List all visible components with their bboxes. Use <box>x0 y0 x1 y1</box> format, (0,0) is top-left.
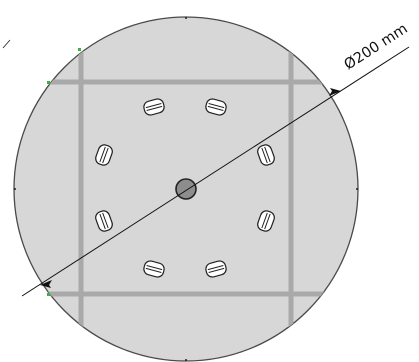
tick-mark <box>47 293 50 296</box>
dimension-arrow-start <box>40 280 52 288</box>
dimension-arrow-end <box>329 88 341 96</box>
tick-mark <box>78 48 81 51</box>
rim-mark <box>185 359 187 361</box>
leader-tick <box>2 39 11 49</box>
diameter-dimension <box>21 46 410 297</box>
rim-mark <box>185 17 187 19</box>
dimension-label: Ø200 mm <box>341 21 410 73</box>
center-hub <box>175 178 197 200</box>
dimension-line <box>21 46 410 297</box>
rim-mark <box>356 188 358 190</box>
tick-mark <box>47 81 50 84</box>
rim-marks <box>14 17 358 361</box>
rim-mark <box>14 188 16 190</box>
tick-marks <box>47 48 81 296</box>
